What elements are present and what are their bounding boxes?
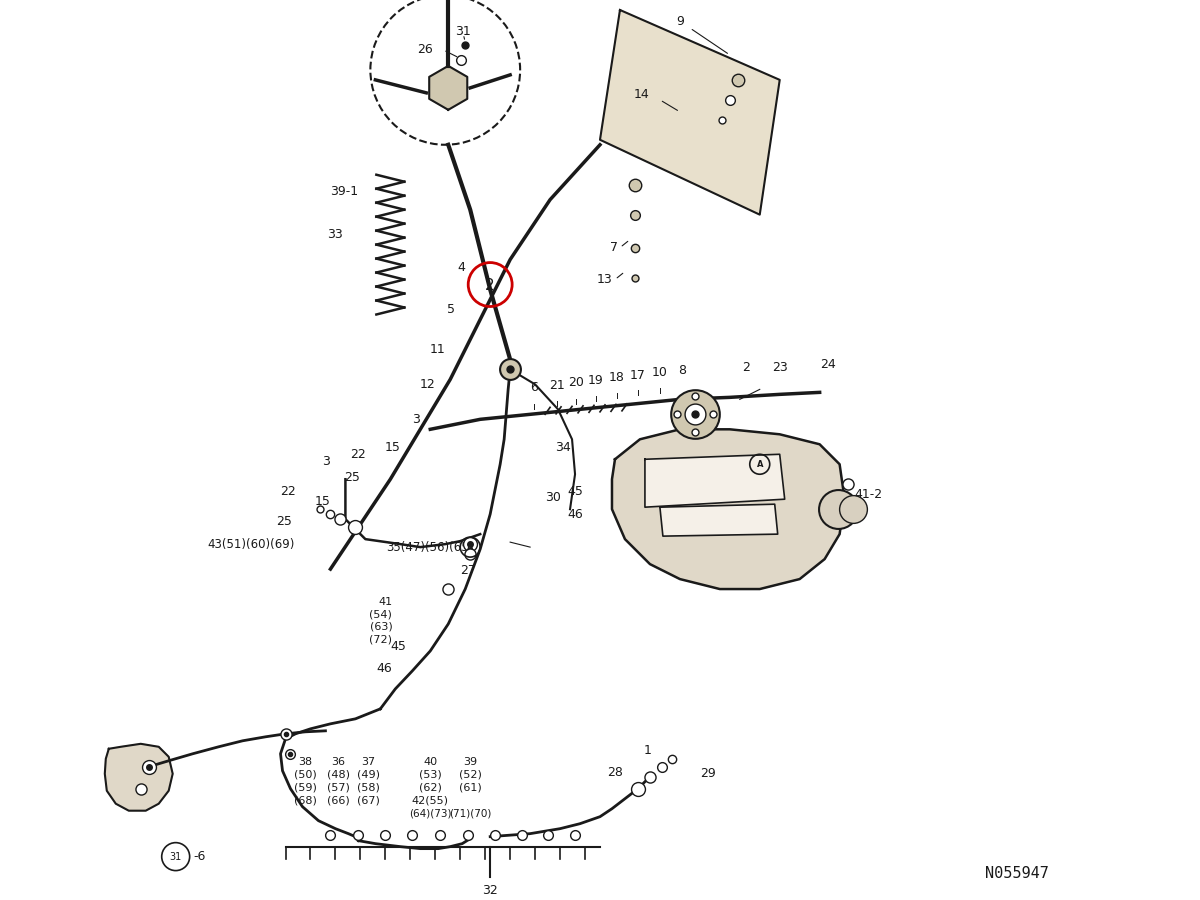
- Text: 27: 27: [461, 564, 476, 577]
- Text: 40: 40: [424, 757, 437, 767]
- Text: 14: 14: [634, 88, 650, 102]
- Text: 22: 22: [280, 485, 295, 498]
- Text: (68): (68): [294, 796, 317, 806]
- Text: 41-2: 41-2: [854, 488, 883, 500]
- Polygon shape: [644, 454, 785, 508]
- Text: 19: 19: [588, 374, 604, 387]
- Text: (66): (66): [328, 796, 349, 806]
- Text: (61): (61): [458, 783, 481, 793]
- Text: 22: 22: [349, 448, 365, 461]
- Text: 35(47)(56)(65): 35(47)(56)(65): [386, 541, 474, 554]
- Text: 9: 9: [676, 15, 684, 29]
- Text: 32: 32: [482, 884, 498, 896]
- Polygon shape: [612, 429, 845, 589]
- Polygon shape: [430, 66, 467, 110]
- Text: 26: 26: [418, 43, 433, 57]
- Text: A: A: [756, 460, 763, 469]
- Text: 23: 23: [772, 362, 787, 374]
- Text: 5: 5: [448, 303, 455, 316]
- Text: 7: 7: [610, 241, 618, 254]
- Text: 25: 25: [277, 515, 293, 527]
- Polygon shape: [660, 504, 778, 536]
- Text: 3: 3: [323, 454, 330, 468]
- Text: 15: 15: [384, 441, 401, 454]
- Text: A: A: [467, 543, 474, 552]
- Text: 17: 17: [630, 369, 646, 382]
- Polygon shape: [600, 10, 780, 215]
- Text: 6: 6: [530, 382, 538, 394]
- Text: (67): (67): [356, 796, 380, 806]
- Text: 4: 4: [457, 261, 466, 274]
- Text: (50): (50): [294, 770, 317, 779]
- Text: 2: 2: [485, 278, 494, 293]
- Text: 28: 28: [607, 766, 623, 778]
- Text: 42(55): 42(55): [412, 796, 449, 806]
- Text: 46: 46: [568, 508, 583, 521]
- Text: (57): (57): [326, 783, 350, 793]
- Text: 31: 31: [169, 851, 182, 861]
- Text: 46: 46: [377, 662, 392, 675]
- Text: N055947: N055947: [985, 866, 1049, 880]
- Text: 11: 11: [430, 343, 445, 356]
- Text: (48): (48): [326, 770, 350, 779]
- Text: 36: 36: [331, 757, 346, 767]
- Text: 30: 30: [545, 491, 560, 504]
- Text: (53): (53): [419, 770, 442, 779]
- Text: (58): (58): [356, 783, 380, 793]
- Text: 15: 15: [314, 495, 330, 508]
- Text: 25: 25: [344, 471, 360, 483]
- Text: 8: 8: [678, 364, 686, 377]
- Text: 43(51)(60)(69): 43(51)(60)(69): [206, 537, 294, 551]
- Text: 2: 2: [742, 362, 750, 374]
- Text: 45: 45: [390, 641, 407, 653]
- Text: 39-1: 39-1: [330, 185, 359, 198]
- Polygon shape: [104, 743, 173, 811]
- Text: 45: 45: [568, 485, 583, 498]
- Text: A: A: [848, 481, 854, 486]
- Text: (49): (49): [356, 770, 380, 779]
- Text: 37: 37: [361, 757, 376, 767]
- Text: 39: 39: [463, 757, 478, 767]
- Text: 21: 21: [550, 380, 565, 392]
- Text: 33: 33: [326, 228, 342, 241]
- Text: 41
(54)
(63)
(72): 41 (54) (63) (72): [370, 597, 392, 644]
- Text: 20: 20: [568, 376, 584, 390]
- Text: (71)(70): (71)(70): [449, 809, 491, 819]
- Text: 18: 18: [610, 372, 625, 384]
- Text: (64)(73): (64)(73): [409, 809, 451, 819]
- Text: (62): (62): [419, 783, 442, 793]
- Text: 12: 12: [420, 378, 436, 391]
- Text: 24: 24: [820, 358, 835, 371]
- Text: 13: 13: [596, 273, 612, 286]
- Text: 38: 38: [299, 757, 312, 767]
- Text: 3: 3: [413, 413, 420, 426]
- Text: 1: 1: [644, 743, 652, 757]
- Text: 31: 31: [455, 25, 470, 39]
- Text: (52): (52): [458, 770, 481, 779]
- Text: 10: 10: [652, 366, 668, 380]
- Text: 34: 34: [556, 441, 571, 454]
- Text: 29: 29: [700, 768, 715, 780]
- Text: (59): (59): [294, 783, 317, 793]
- Text: -6: -6: [193, 850, 206, 863]
